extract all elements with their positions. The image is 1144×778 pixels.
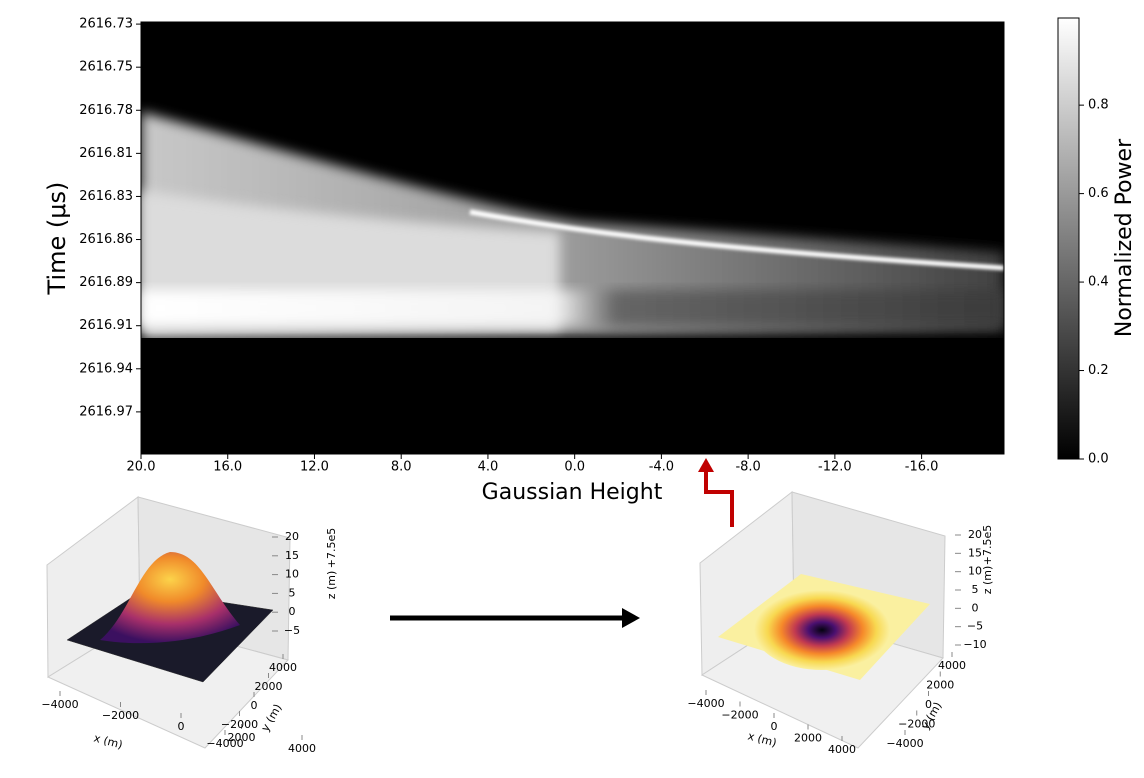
offset-label: +7.5e5 (325, 528, 338, 568)
z-tick-label: 10 (968, 565, 982, 578)
z-tick-label: 5 (289, 586, 296, 599)
y-tick-label: 2616.73 (79, 17, 133, 32)
z-tick-label: 15 (285, 549, 299, 562)
x-tick-label: -16.0 (905, 460, 939, 475)
y-tick-label: −2000 (221, 718, 258, 731)
y-tick-label: 2616.78 (79, 103, 133, 118)
x-tick-label: 0 (771, 720, 778, 733)
x-tick-label: −4000 (41, 698, 78, 711)
x-tick-label: 0.0 (564, 460, 585, 475)
x-tick-label: 4000 (288, 742, 316, 755)
y-tick-label: 2616.89 (79, 275, 133, 290)
x-tick-label: 8.0 (391, 460, 412, 475)
x-tick-label: 12.0 (300, 460, 329, 475)
z-tick-label: 0 (289, 605, 296, 618)
z-tick-label: 20 (285, 530, 299, 543)
y-tick-label: −2000 (898, 718, 935, 731)
colorbar-tick-label: 0.0 (1088, 452, 1109, 467)
colorbar-tick-label: 0.4 (1088, 275, 1109, 290)
x-axis-label: Gaussian Height (482, 480, 663, 505)
x-tick-label: -4.0 (649, 460, 674, 475)
y-tick-label: −4000 (206, 737, 243, 750)
colorbar (1057, 17, 1080, 460)
arrow-head (698, 458, 714, 472)
y-axis-label: y (m) (259, 702, 285, 734)
arrow-head (622, 608, 640, 628)
z-tick-label: −10 (963, 638, 986, 651)
x-axis-label: x (m) (92, 731, 124, 751)
x-tick-label: 20.0 (127, 460, 156, 475)
y-tick-label: 2616.94 (79, 361, 133, 376)
y-tick-label: 0 (925, 698, 932, 711)
x-tick-label: 16.0 (213, 460, 242, 475)
z-tick-label: 20 (968, 528, 982, 541)
y-tick-label: 2616.91 (79, 318, 133, 333)
y-tick-label: 0 (251, 699, 258, 712)
pointer-arrow (704, 470, 734, 527)
z-tick-label: 15 (968, 546, 982, 559)
y-tick-label: 2616.83 (79, 189, 133, 204)
y-tick-label: 2616.97 (79, 404, 133, 419)
x-tick-label: 0 (178, 720, 185, 733)
y-tick-label: 2000 (255, 680, 283, 693)
y-tick-label: 4000 (269, 661, 297, 674)
x-tick-label: -12.0 (818, 460, 852, 475)
y-tick-label: 2616.81 (79, 146, 133, 161)
z-tick-label: −5 (284, 624, 300, 637)
x-tick-label: 4.0 (478, 460, 499, 475)
y-tick-label: 2000 (926, 679, 954, 692)
z-tick-label: 10 (285, 568, 299, 581)
x-tick-label: 2000 (794, 732, 822, 745)
offset-label: +7.5e5 (981, 525, 994, 565)
z-tick-label: 5 (972, 583, 979, 596)
x-tick-label: −2000 (102, 709, 139, 722)
colorbar-label: Normalized Power (1112, 138, 1137, 337)
y-axis-label: Time (μs) (43, 182, 71, 296)
colorbar-tick-label: 0.6 (1088, 186, 1109, 201)
z-tick-label: −5 (967, 620, 983, 633)
y-tick-label: 4000 (938, 659, 966, 672)
y-tick-label: −4000 (886, 737, 923, 750)
y-axis-label: y (m) (919, 700, 945, 732)
x-tick-label: 4000 (828, 743, 856, 756)
z-axis-label: z (m) (325, 571, 338, 600)
surface-plot (699, 490, 946, 749)
surface-plot (46, 496, 291, 749)
x-tick-label: −2000 (721, 709, 758, 722)
heatmap-image (141, 22, 1004, 454)
z-tick-label: 0 (972, 601, 979, 614)
plot-frame (140, 21, 1005, 455)
y-tick-label: 2616.75 (79, 60, 133, 75)
x-tick-label: 2000 (228, 731, 256, 744)
z-axis-label: z (m) (981, 566, 994, 595)
x-tick-label: −4000 (687, 697, 724, 710)
y-tick-label: 2616.86 (79, 232, 133, 247)
colorbar-tick-label: 0.8 (1088, 98, 1109, 113)
colorbar-tick-label: 0.2 (1088, 363, 1109, 378)
x-tick-label: -8.0 (735, 460, 760, 475)
